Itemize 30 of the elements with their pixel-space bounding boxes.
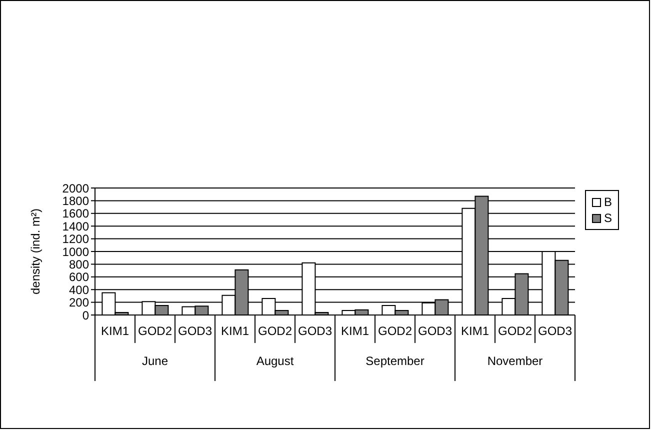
x-tick-label: GOD3 xyxy=(538,324,572,338)
legend-label: B xyxy=(604,194,612,210)
y-tick-label: 1400 xyxy=(62,219,90,234)
x-tick-label: KIM1 xyxy=(220,324,250,338)
y-tick-label: 800 xyxy=(68,257,90,272)
x-tick-label: GOD2 xyxy=(138,324,172,338)
legend-label: S xyxy=(604,210,612,226)
y-tick-label: 1200 xyxy=(62,232,90,246)
y-tick-label: 1800 xyxy=(62,194,90,208)
x-tick-label: GOD2 xyxy=(378,324,412,338)
y-tick-label: 0 xyxy=(82,308,90,322)
x-tick-label: KIM1 xyxy=(460,324,490,338)
x-tick-label: GOD3 xyxy=(178,324,212,338)
x-tick-label: GOD2 xyxy=(258,324,292,338)
x-tick-label: GOD2 xyxy=(498,324,532,338)
text: November xyxy=(487,354,543,368)
y-tick-label: 400 xyxy=(68,282,90,297)
y-tick-label: 1000 xyxy=(62,244,90,259)
y-tick-label: 600 xyxy=(68,270,90,284)
text: September xyxy=(366,354,424,368)
text: August xyxy=(256,354,294,368)
y-tick-label: 2000 xyxy=(62,181,90,196)
y-tick-label: 200 xyxy=(68,296,90,310)
x-tick-label: KIM1 xyxy=(100,324,130,338)
y-tick-label: 1600 xyxy=(62,206,90,221)
x-tick-label: KIM1 xyxy=(340,324,370,338)
x-tick-label: GOD3 xyxy=(418,324,452,338)
text: June xyxy=(142,354,168,368)
x-tick-label: GOD3 xyxy=(298,324,332,338)
y-axis-title: density (ind. m²) xyxy=(28,208,42,295)
